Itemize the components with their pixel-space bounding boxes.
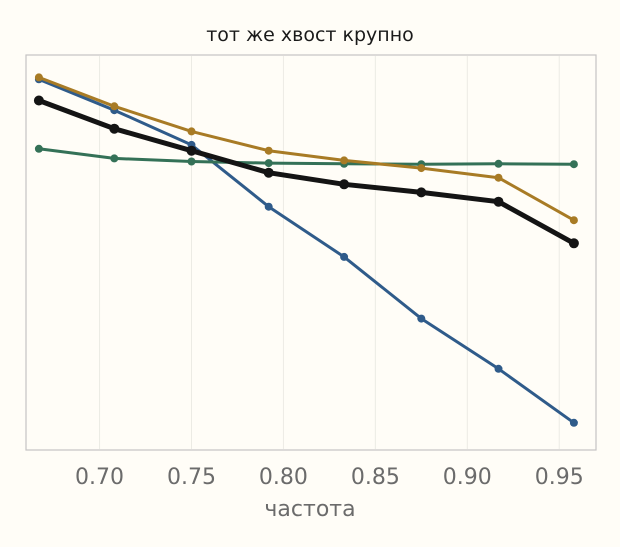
data-point xyxy=(417,164,426,173)
data-point xyxy=(340,252,349,261)
x-tick-label: 0.70 xyxy=(75,465,124,490)
data-point xyxy=(264,146,273,155)
data-point xyxy=(494,173,503,182)
series-1 xyxy=(34,75,578,427)
series-line xyxy=(37,77,576,425)
plot-area-frame xyxy=(25,54,597,451)
data-point xyxy=(34,73,43,82)
x-tick-label: 0.90 xyxy=(443,465,492,490)
x-axis-label: частота xyxy=(264,497,355,522)
x-tick-label: 0.75 xyxy=(167,465,216,490)
series-line xyxy=(37,75,576,222)
data-point xyxy=(493,196,504,207)
data-point xyxy=(187,157,196,166)
series-layer xyxy=(33,73,579,427)
x-axis-ticks: 0.70 0.75 0.80 0.85 0.90 0.95 xyxy=(75,465,584,490)
series-4 xyxy=(33,95,579,249)
data-point xyxy=(569,216,578,225)
data-point xyxy=(264,159,273,168)
data-point xyxy=(416,187,427,198)
data-point xyxy=(186,145,197,156)
data-point xyxy=(264,202,273,211)
data-point xyxy=(340,156,349,165)
data-point xyxy=(187,127,196,136)
data-point xyxy=(494,364,503,373)
x-tick-label: 0.80 xyxy=(259,465,308,490)
x-tick-label: 0.85 xyxy=(351,465,400,490)
series-line xyxy=(37,147,576,166)
series-3 xyxy=(34,73,578,225)
vertical-grid xyxy=(99,56,560,449)
data-point xyxy=(569,160,578,169)
data-point xyxy=(568,238,579,249)
data-point xyxy=(34,144,43,153)
data-point xyxy=(110,154,119,163)
data-point xyxy=(263,167,274,178)
data-point xyxy=(417,314,426,323)
x-tick-label: 0.95 xyxy=(535,465,584,490)
data-point xyxy=(109,123,120,134)
data-point xyxy=(569,418,578,427)
data-point xyxy=(339,179,350,190)
data-point xyxy=(33,95,44,106)
series-line xyxy=(36,98,577,246)
data-point xyxy=(494,159,503,168)
data-point xyxy=(110,102,119,111)
chart-title: тот же хвост крупно xyxy=(206,24,414,46)
